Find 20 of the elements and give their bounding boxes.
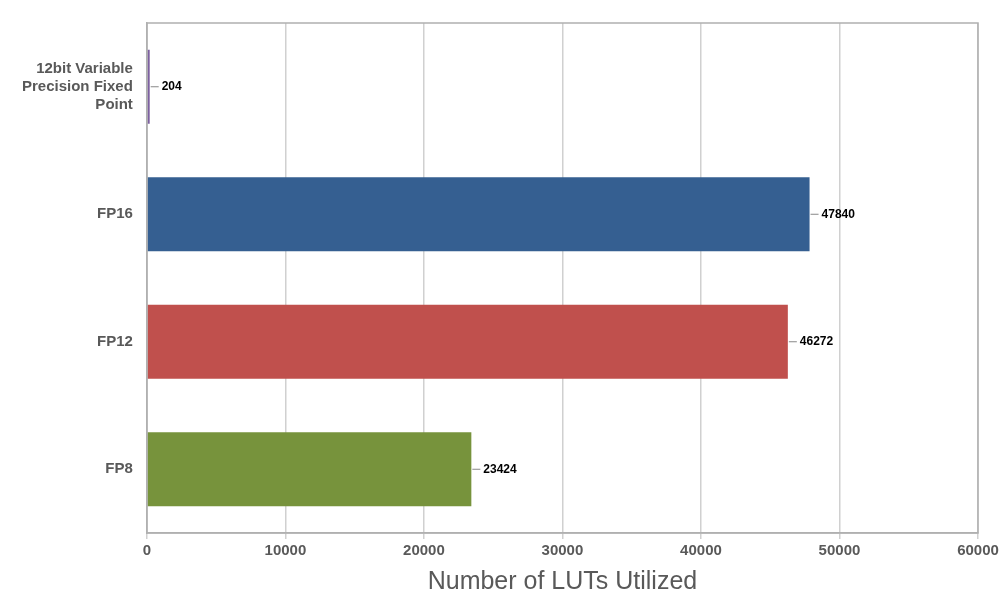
bar <box>147 49 150 124</box>
y-tick-label: FP16 <box>97 204 133 222</box>
x-axis-title: Number of LUTs Utilized <box>427 565 698 594</box>
x-tick-label: 10000 <box>264 541 307 559</box>
x-tick-label: 20000 <box>403 541 445 559</box>
data-label: 23424 <box>483 461 518 476</box>
x-tick-label: 30000 <box>541 541 584 559</box>
y-tick-label: FP8 <box>105 459 133 477</box>
x-tick-label: 50000 <box>818 541 861 559</box>
data-label: 204 <box>161 79 183 94</box>
y-tick-label: 12bit Variable Precision Fixed Point <box>22 58 133 112</box>
bar <box>147 177 810 252</box>
data-label: 46272 <box>799 334 834 349</box>
x-tick-label: 0 <box>142 541 152 559</box>
x-tick-label: 40000 <box>680 541 722 559</box>
x-tick-label: 60000 <box>957 541 999 559</box>
data-label: 47840 <box>821 206 856 221</box>
y-tick-label: FP12 <box>97 331 133 349</box>
bar <box>147 432 472 507</box>
bar <box>147 304 788 379</box>
